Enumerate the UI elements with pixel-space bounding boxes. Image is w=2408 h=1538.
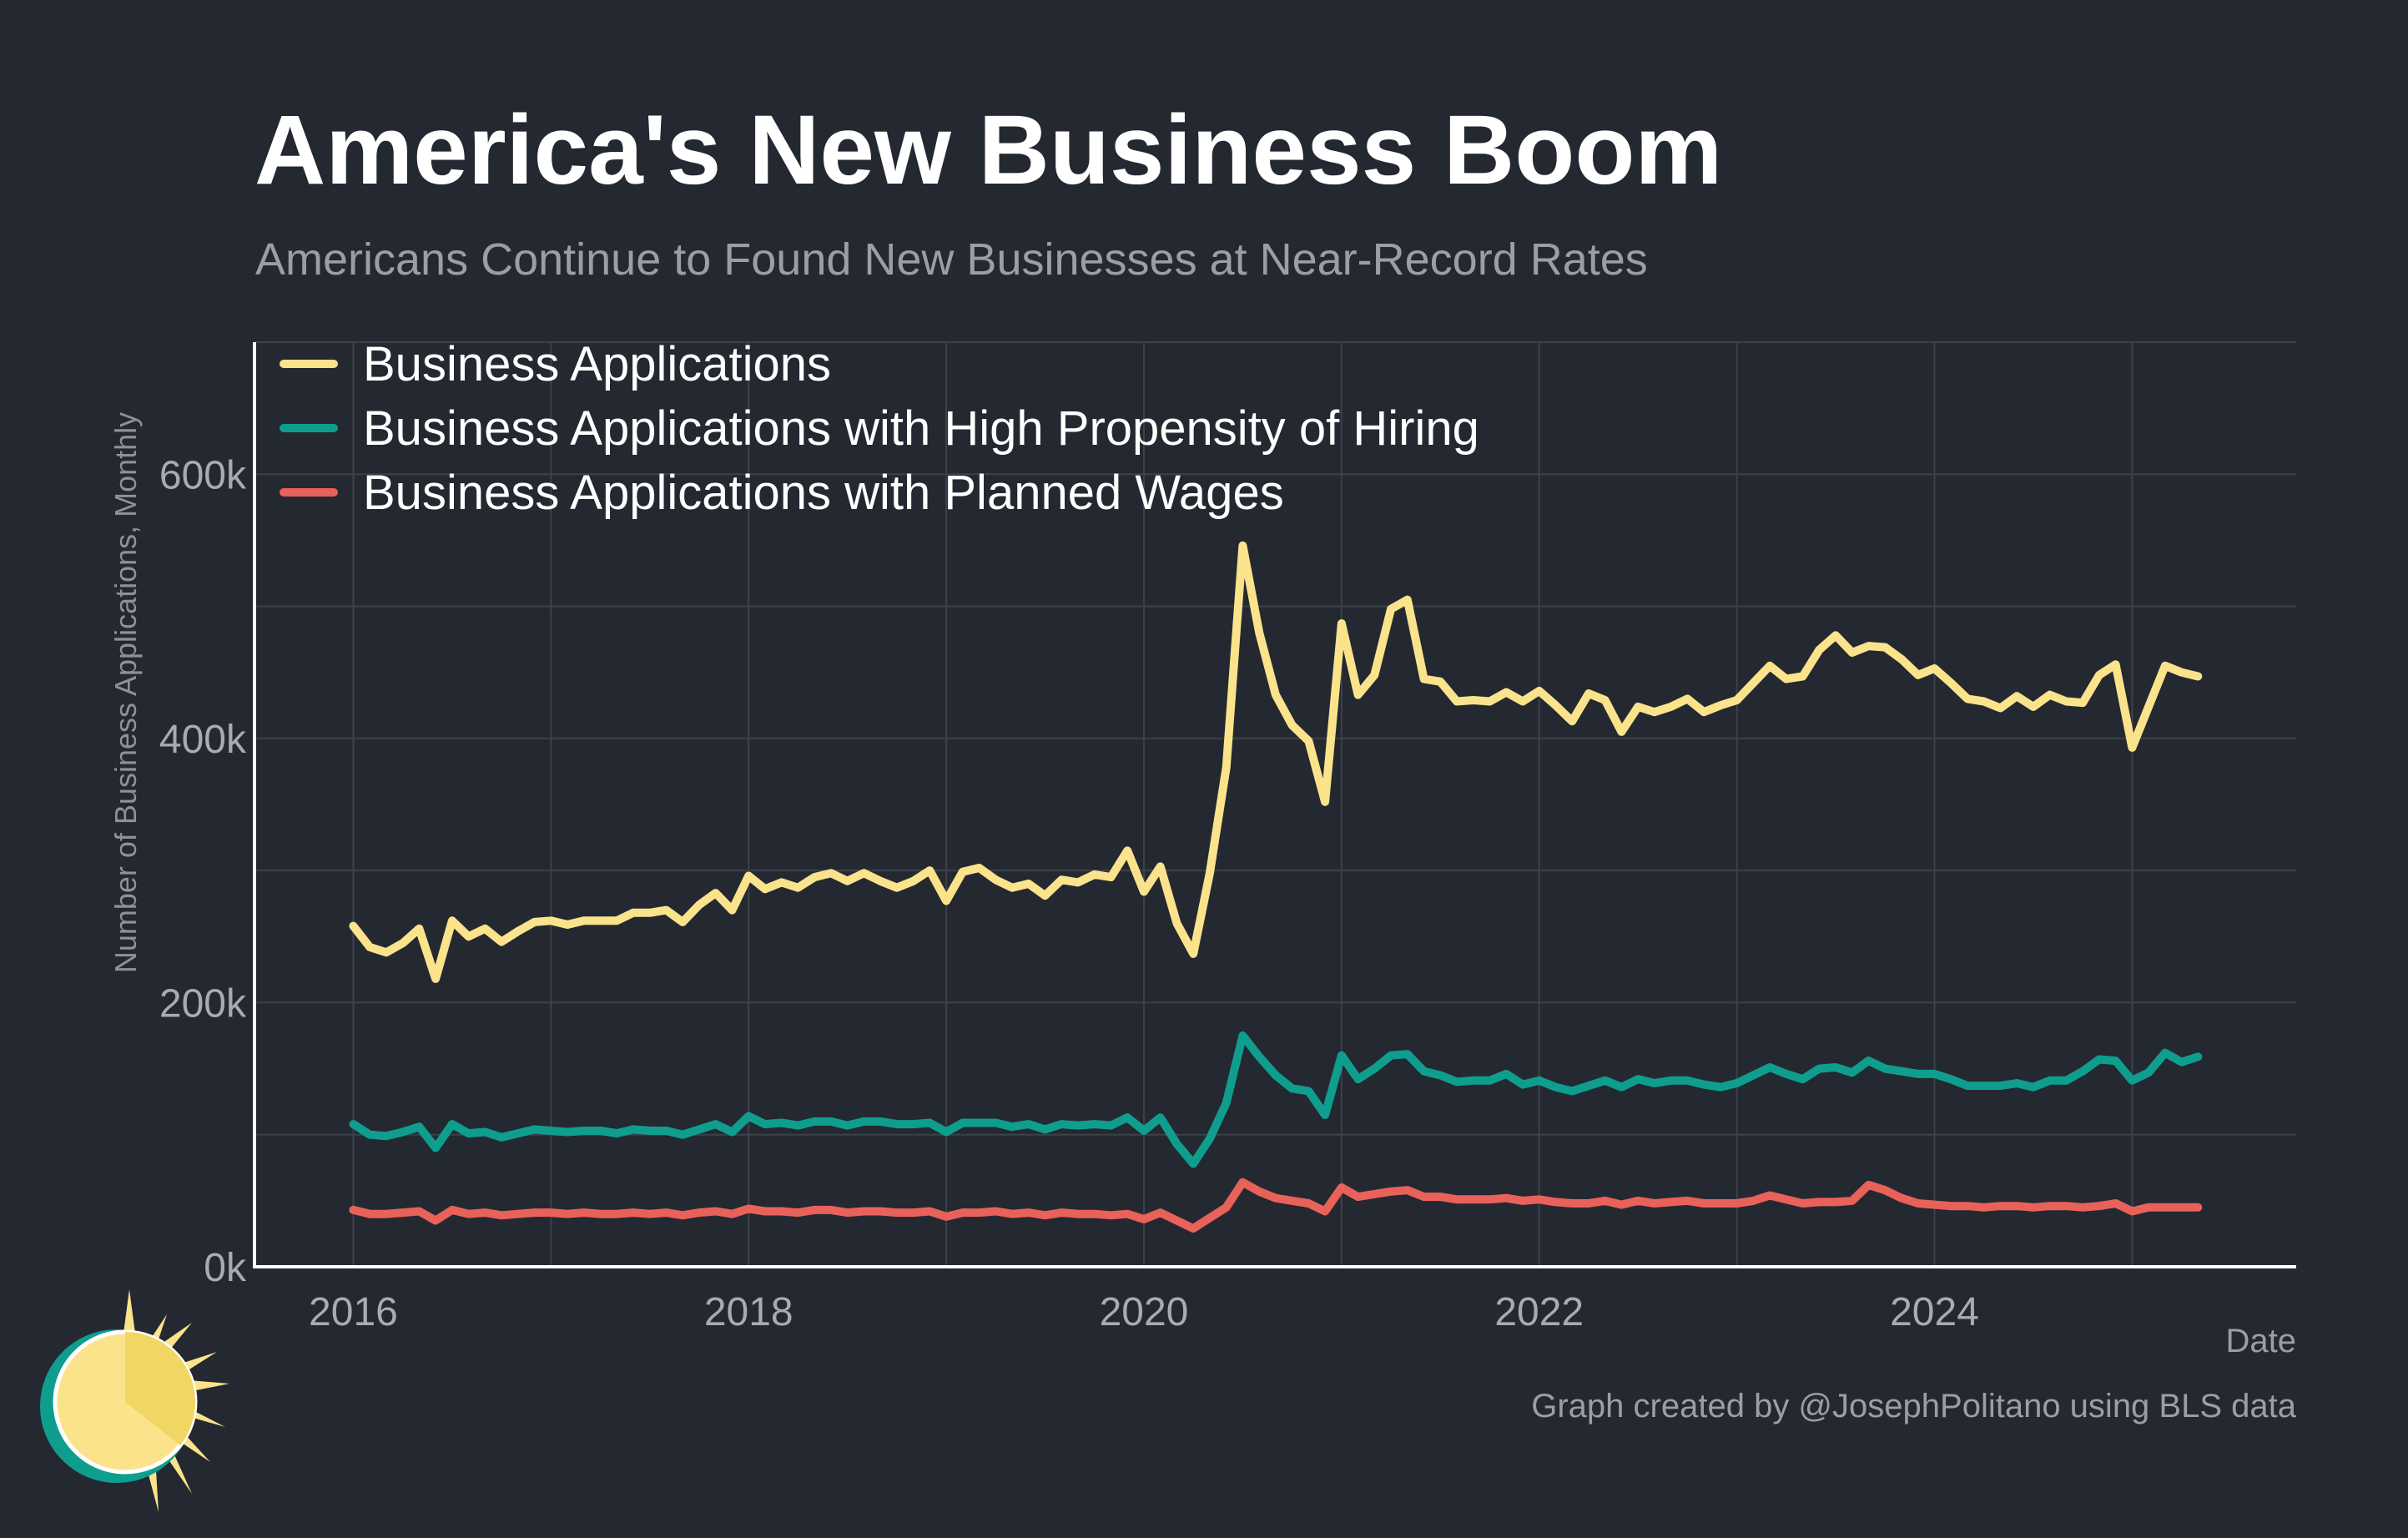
- sun-logo-icon: [40, 1289, 229, 1512]
- legend-label: Business Applications with High Propensi…: [363, 401, 1479, 456]
- x-tick-label: 2024: [1890, 1290, 1979, 1334]
- y-tick-label: 600k: [159, 453, 247, 497]
- x-tick-labels: 2016 2018 2020 2022 2024: [309, 1290, 1979, 1334]
- chart-title: America's New Business Boom: [254, 95, 1723, 205]
- series-line: [349, 1177, 2203, 1233]
- y-tick-label: 200k: [159, 981, 247, 1026]
- series-line: [349, 541, 2203, 983]
- x-tick-label: 2016: [309, 1290, 398, 1334]
- x-axis-label: Date: [2225, 1323, 2297, 1359]
- x-tick-label: 2018: [704, 1290, 793, 1334]
- x-tick-label: 2022: [1494, 1290, 1584, 1334]
- y-tick-labels: 0k 200k 400k 600k: [159, 453, 247, 1290]
- series-lines: [349, 541, 2203, 1233]
- legend: Business Applications Business Applicatio…: [280, 337, 1479, 520]
- chart-subtitle: Americans Continue to Found New Business…: [255, 234, 1648, 285]
- y-tick-label: 0k: [204, 1246, 247, 1290]
- y-tick-label: 400k: [159, 718, 247, 762]
- x-tick-label: 2020: [1100, 1290, 1189, 1334]
- legend-label: Business Applications: [363, 337, 831, 391]
- y-axis-label: Number of Business Applications, Monthly: [108, 412, 143, 973]
- legend-label: Business Applications with Planned Wages: [363, 466, 1284, 520]
- axes: [253, 342, 2296, 1268]
- credit-text: Graph created by @JosephPolitano using B…: [1531, 1388, 2296, 1425]
- grid-lines: [254, 341, 2296, 1267]
- series-line: [349, 1031, 2203, 1168]
